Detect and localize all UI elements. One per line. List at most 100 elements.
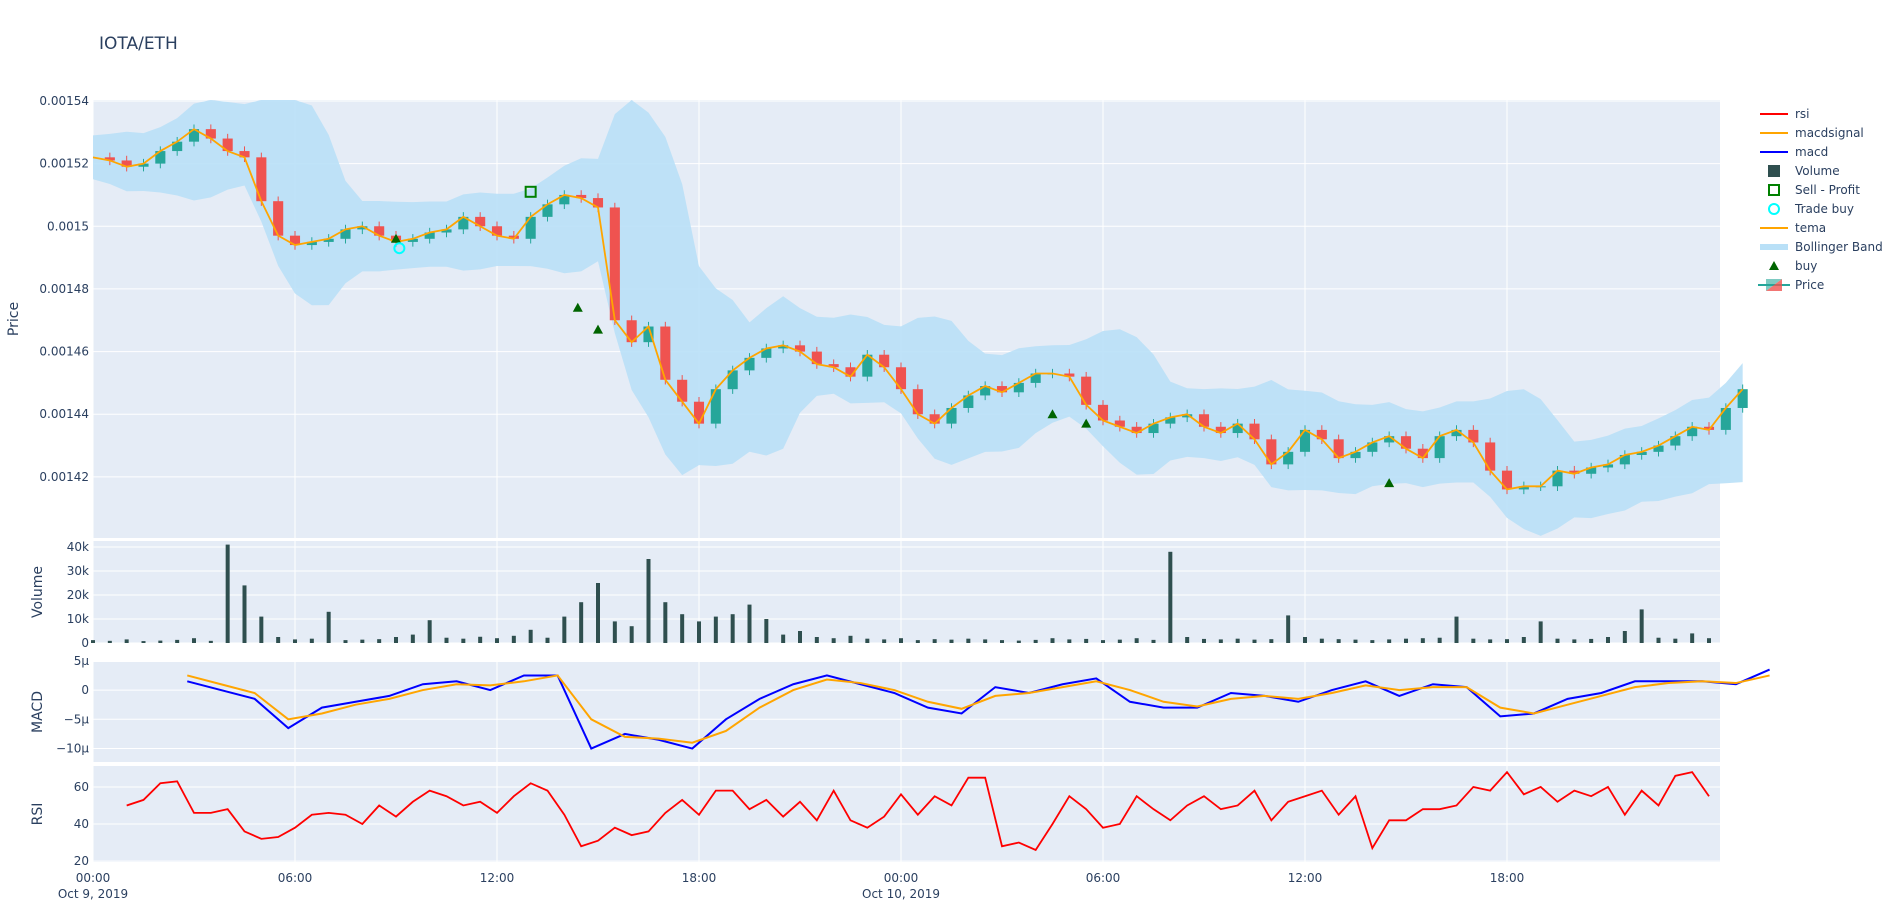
legend-item[interactable]: Bollinger Band — [1760, 240, 1883, 254]
candle-body — [104, 157, 115, 161]
y-tick-label: 10k — [67, 612, 89, 626]
candle-body — [1485, 442, 1496, 471]
candle-body — [491, 226, 503, 236]
volume-bar — [1151, 639, 1156, 643]
candle-body — [946, 407, 957, 424]
legend-square-outline-icon — [1768, 184, 1780, 196]
volume-bar — [646, 559, 651, 643]
candle-body — [828, 364, 839, 368]
legend-item[interactable]: tema — [1760, 221, 1826, 235]
y-tick-label: 0.00142 — [39, 470, 89, 484]
volume-bar — [882, 639, 887, 643]
x-tick-label: 18:00 — [1490, 871, 1525, 885]
tema-line — [92, 128, 1744, 491]
candle-body — [929, 414, 940, 424]
candle-body — [1400, 436, 1412, 449]
volume-bar — [1404, 638, 1408, 643]
candle-body — [1552, 470, 1563, 487]
candle-body — [1030, 373, 1041, 383]
volume-bar — [848, 635, 853, 643]
y-tick-label: 0 — [81, 683, 89, 697]
candle-body — [895, 367, 907, 390]
legend-item[interactable]: Price — [1758, 278, 1824, 292]
volume-bar — [1606, 637, 1610, 643]
buy-marker — [593, 324, 603, 334]
candle-body — [609, 207, 620, 321]
volume-bar — [1353, 639, 1358, 643]
candle-body — [1670, 436, 1681, 446]
candle-body — [710, 389, 721, 424]
candle-body — [1434, 436, 1445, 459]
volume-bar — [293, 639, 297, 643]
volume-bar — [141, 641, 146, 643]
legend-item[interactable]: Volume — [1768, 164, 1840, 178]
x-tick-label: 06:00 — [1086, 871, 1121, 885]
candle-body — [1097, 404, 1109, 421]
volume-bar — [1572, 639, 1577, 643]
candle-body — [424, 232, 435, 239]
legend-square-icon — [1768, 165, 1780, 177]
legend-item[interactable]: macdsignal — [1760, 126, 1864, 140]
plot-area-macd — [93, 662, 1720, 762]
legend-item[interactable]: Trade buy — [1768, 202, 1854, 216]
volume-bar — [680, 614, 685, 643]
candle-body — [1165, 417, 1176, 424]
x-tick-label: 00:00 — [76, 871, 111, 885]
volume-bar — [444, 637, 449, 643]
y-tick-label: 0 — [81, 636, 89, 650]
candle-body — [155, 151, 166, 164]
volume-bar — [612, 621, 617, 643]
volume-bar — [949, 639, 954, 643]
volume-bar — [747, 604, 752, 643]
volume-bar — [1639, 609, 1644, 643]
volume-bar — [124, 639, 129, 643]
volume-bar — [915, 640, 920, 643]
volume-bar — [259, 616, 264, 643]
candle-body — [172, 141, 183, 152]
volume-bar — [208, 640, 213, 643]
legend-label: macd — [1795, 145, 1828, 159]
legend-label: Bollinger Band — [1795, 240, 1883, 254]
buy-marker — [1081, 418, 1092, 428]
volume-bar — [1622, 631, 1627, 643]
volume-bar — [1387, 639, 1392, 643]
y-tick-label: 0.00152 — [39, 157, 89, 171]
candle-body — [256, 157, 267, 202]
volume-bar — [495, 638, 499, 643]
volume-bar — [1016, 640, 1021, 643]
legend-label: rsi — [1795, 107, 1810, 121]
volume-bar — [326, 611, 331, 643]
candle-body — [576, 194, 587, 199]
volume-bar — [1319, 638, 1324, 643]
legend-item[interactable]: rsi — [1760, 107, 1810, 121]
legend-item[interactable]: buy — [1769, 259, 1817, 273]
legend-item[interactable]: Sell - Profit — [1768, 183, 1860, 197]
y-axis-title: Volume — [30, 566, 46, 618]
volume-bar — [579, 602, 584, 643]
volume-bar — [629, 626, 634, 643]
candle-body — [660, 326, 671, 380]
candle-body — [542, 204, 553, 217]
volume-bar — [596, 583, 600, 643]
y-tick-label: 40 — [74, 817, 89, 831]
candle-body — [778, 345, 789, 349]
candle-body — [340, 229, 351, 239]
candle-body — [1417, 448, 1428, 459]
legend-label: macdsignal — [1795, 126, 1864, 140]
candle-body — [744, 357, 755, 371]
candle-body — [306, 241, 317, 246]
candle-body — [1081, 376, 1092, 405]
legend[interactable]: rsi macdsignal macd Volume Sell - Profit Trad… — [1758, 107, 1883, 292]
candle-body — [273, 201, 284, 236]
candle-body — [1148, 423, 1159, 434]
legend-item[interactable]: macd — [1760, 145, 1828, 159]
volume-bar — [663, 602, 668, 643]
volume-bar — [1690, 633, 1695, 643]
x-tick-label: 00:00 — [884, 871, 919, 885]
candle-body — [407, 238, 418, 242]
candle-body — [441, 229, 452, 233]
volume-bar — [1454, 616, 1459, 643]
volume-bar — [1033, 639, 1038, 643]
candle-body — [1013, 382, 1024, 393]
candle-body — [1182, 414, 1193, 418]
